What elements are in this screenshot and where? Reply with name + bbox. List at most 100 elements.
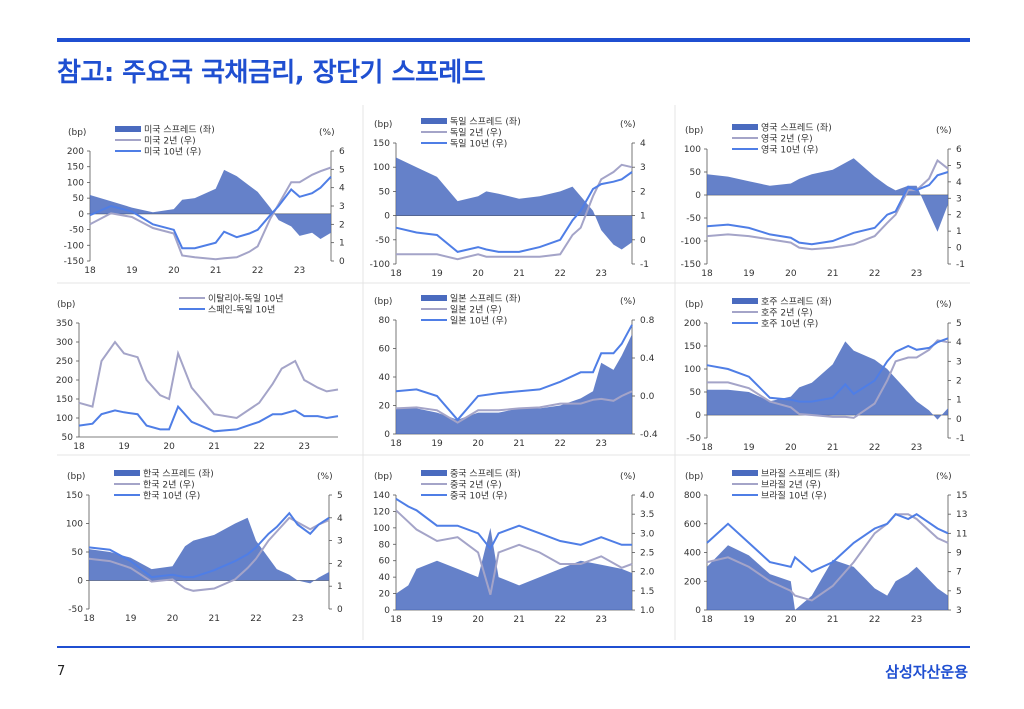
legend-label: 브라질 스프레드 (좌) xyxy=(761,468,840,480)
x-tick-label: 21 xyxy=(208,442,219,452)
series-line xyxy=(707,339,949,419)
legend-label: 영국 10년 (우) xyxy=(761,145,818,156)
right-tick-label: 3.0 xyxy=(640,529,655,539)
x-tick-label: 22 xyxy=(869,443,880,453)
legend-label: 중국 10년 (우) xyxy=(450,491,507,502)
x-tick-label: 18 xyxy=(701,443,713,453)
x-tick-label: 21 xyxy=(827,443,838,453)
right-tick-label: 4.0 xyxy=(640,491,655,501)
x-tick-label: 19 xyxy=(126,266,138,276)
right-tick-label: 2 xyxy=(337,559,343,569)
left-tick-label: 100 xyxy=(684,365,701,375)
left-tick-label: 100 xyxy=(67,178,84,188)
right-axis-unit: (%) xyxy=(317,472,333,482)
legend-label: 한국 2년 (우) xyxy=(143,480,195,491)
left-axis-unit: (bp) xyxy=(57,300,75,310)
page-title: 참고: 주요국 국채금리, 장단기 스프레드 xyxy=(57,58,486,88)
left-tick-label: 600 xyxy=(684,520,701,530)
right-tick-label: 5 xyxy=(956,587,962,597)
x-tick-label: 18 xyxy=(390,439,402,449)
x-tick-label: 21 xyxy=(513,269,524,279)
right-tick-label: -1 xyxy=(640,260,649,270)
x-tick-label: 19 xyxy=(743,443,755,453)
x-tick-label: 23 xyxy=(298,442,309,452)
left-tick-label: 0 xyxy=(384,212,390,222)
left-tick-label: 200 xyxy=(56,376,73,386)
right-tick-label: 1 xyxy=(956,396,962,406)
right-axis-unit: (%) xyxy=(936,472,952,482)
left-tick-label: 50 xyxy=(690,168,702,178)
right-tick-label: 3 xyxy=(339,202,345,212)
x-tick-label: 20 xyxy=(163,442,175,452)
x-tick-label: 20 xyxy=(472,615,484,625)
left-tick-label: 20 xyxy=(379,402,391,412)
series-line xyxy=(395,497,632,551)
right-tick-label: 2.0 xyxy=(640,568,655,578)
left-tick-label: 0 xyxy=(384,606,390,616)
x-tick-label: 23 xyxy=(292,614,303,624)
series-line xyxy=(395,171,633,253)
x-tick-label: 20 xyxy=(785,269,797,279)
series-line xyxy=(706,171,949,246)
left-tick-label: 0 xyxy=(695,411,701,421)
x-tick-label: 18 xyxy=(701,269,713,279)
right-tick-label: 6 xyxy=(339,147,345,157)
series-line xyxy=(395,390,633,424)
right-tick-label: 4 xyxy=(339,184,345,194)
x-tick-label: 23 xyxy=(911,443,922,453)
right-tick-label: 5 xyxy=(956,161,962,171)
x-tick-label: 20 xyxy=(168,266,180,276)
right-tick-label: 1.5 xyxy=(640,587,654,597)
left-tick-label: 200 xyxy=(684,577,701,587)
right-tick-label: 3 xyxy=(956,357,962,367)
legend-label: 브라질 2년 (우) xyxy=(761,479,821,491)
series-line xyxy=(78,404,339,433)
left-tick-label: 60 xyxy=(379,345,391,355)
series-line xyxy=(706,513,949,573)
x-tick-label: 23 xyxy=(595,439,606,449)
left-tick-label: -100 xyxy=(681,237,702,247)
x-tick-label: 21 xyxy=(827,269,838,279)
x-tick-label: 22 xyxy=(554,439,565,449)
top-rule xyxy=(57,38,970,42)
left-axis-unit: (bp) xyxy=(685,472,703,482)
series-line xyxy=(88,511,330,579)
x-tick-label: 22 xyxy=(554,269,565,279)
right-tick-label: 3 xyxy=(640,163,646,173)
series-line xyxy=(706,337,949,403)
right-tick-label: 1 xyxy=(640,212,646,222)
left-tick-label: 150 xyxy=(373,139,390,149)
right-tick-label: 1 xyxy=(339,239,345,249)
left-axis-unit: (bp) xyxy=(67,472,85,482)
page-number: 7 xyxy=(57,664,66,679)
right-tick-label: 6 xyxy=(956,145,962,155)
right-tick-label: 2 xyxy=(339,220,345,230)
x-tick-label: 22 xyxy=(869,269,880,279)
x-tick-label: 23 xyxy=(294,266,305,276)
legend-label: 브라질 10년 (우) xyxy=(761,490,827,502)
legend-label: 호주 2년 (우) xyxy=(761,308,813,319)
x-tick-label: 18 xyxy=(73,442,85,452)
x-tick-label: 22 xyxy=(253,442,264,452)
chart-cn: (bp) (%) 140 120 100 80 60 40 20 0 4.0 3.5 3.0 2.5 2.0… xyxy=(373,469,655,626)
left-tick-label: 80 xyxy=(379,540,391,550)
left-tick-label: 150 xyxy=(66,491,83,501)
right-tick-label: 3 xyxy=(956,194,962,204)
right-tick-label: -0.4 xyxy=(640,430,658,440)
legend-label: 영국 2년 (우) xyxy=(761,134,813,145)
right-tick-label: 0.8 xyxy=(640,316,655,326)
right-axis-unit: (%) xyxy=(936,126,952,136)
right-tick-label: 0 xyxy=(337,605,343,615)
x-tick-label: 23 xyxy=(595,269,606,279)
left-tick-label: 50 xyxy=(379,187,391,197)
x-tick-label: 20 xyxy=(472,269,484,279)
left-tick-label: 140 xyxy=(373,491,390,501)
left-tick-label: 80 xyxy=(379,316,391,326)
left-tick-label: 60 xyxy=(379,557,391,567)
right-tick-label: 1.0 xyxy=(640,606,655,616)
left-tick-label: 50 xyxy=(72,548,84,558)
